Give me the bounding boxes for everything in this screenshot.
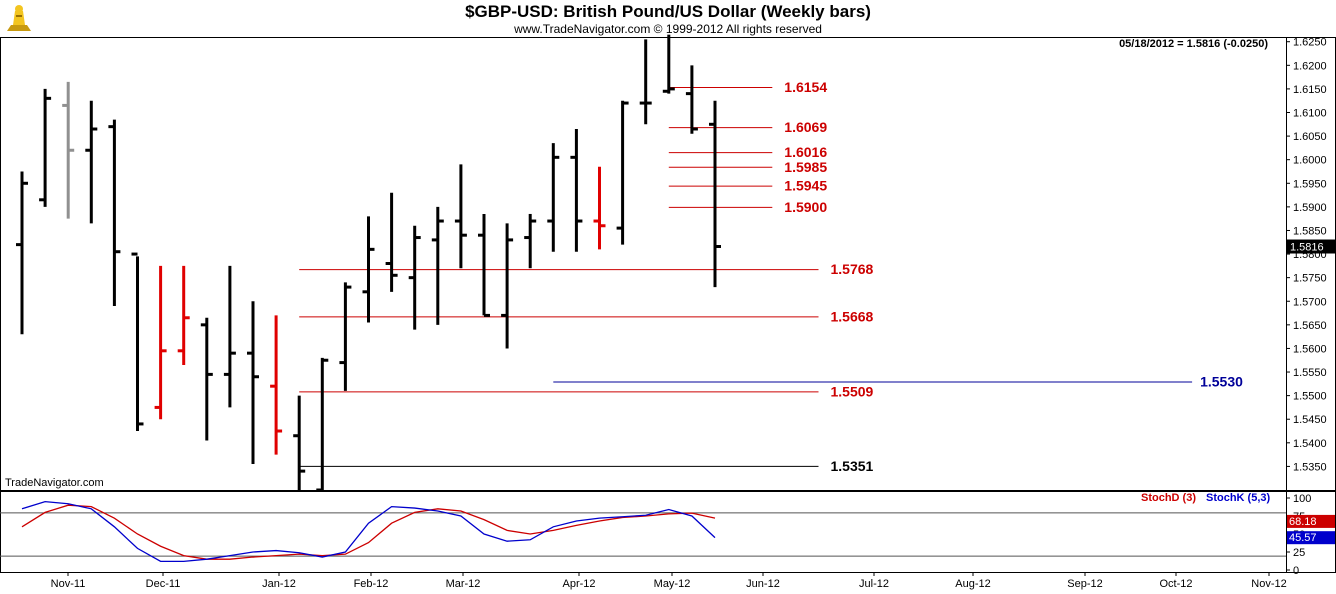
stoch-tick-label: 25 bbox=[1293, 547, 1305, 559]
x-month-label: Nov-11 bbox=[51, 578, 86, 590]
x-axis: Nov-11 Dec-11 Jan-12 Feb-12 Mar-12 Apr-12 May-… bbox=[51, 572, 1287, 590]
price-tick-label: 1.5850 bbox=[1293, 225, 1327, 237]
price-tick-label: 1.5450 bbox=[1293, 414, 1327, 426]
stochd-last-value: 68.18 bbox=[1289, 516, 1317, 528]
price-tick-label: 1.6150 bbox=[1293, 84, 1327, 96]
level-label: 1.5668 bbox=[831, 308, 874, 324]
price-tick-label: 1.5750 bbox=[1293, 273, 1327, 285]
price-tick-label: 1.5550 bbox=[1293, 367, 1327, 379]
x-month-label: Aug-12 bbox=[955, 578, 990, 590]
x-month-label: Apr-12 bbox=[562, 578, 595, 590]
x-month-label: May-12 bbox=[654, 578, 691, 590]
price-tick-label: 1.6000 bbox=[1293, 155, 1327, 167]
chart-header: $GBP-USD: British Pound/US Dollar (Weekl… bbox=[0, 0, 1336, 38]
x-month-label: Oct-12 bbox=[1159, 578, 1192, 590]
stoch-d-line bbox=[21, 504, 716, 560]
x-month-label: Mar-12 bbox=[446, 578, 481, 590]
x-month-label: Jul-12 bbox=[859, 578, 889, 590]
x-month-label: Jan-12 bbox=[262, 578, 296, 590]
watermark-text: TradeNavigator.com bbox=[5, 477, 104, 489]
price-tick-label: 1.5350 bbox=[1293, 461, 1327, 473]
level-label: 1.5900 bbox=[784, 199, 827, 215]
level-label: 1.5509 bbox=[831, 383, 874, 399]
legend-stochd: StochD (3) bbox=[1141, 492, 1196, 504]
price-tick-label: 1.5500 bbox=[1293, 391, 1327, 403]
level-label: 1.5985 bbox=[784, 159, 827, 175]
price-tick-label: 1.6250 bbox=[1293, 37, 1327, 49]
price-tick-label: 1.5700 bbox=[1293, 296, 1327, 308]
last-price-tag bbox=[1287, 239, 1335, 254]
price-tick-label: 1.5600 bbox=[1293, 343, 1327, 355]
price-tick-label: 1.5650 bbox=[1293, 320, 1327, 332]
price-tick-label: 1.5900 bbox=[1293, 202, 1327, 214]
price-tick-label: 1.5950 bbox=[1293, 178, 1327, 190]
level-label: 1.5530 bbox=[1200, 373, 1243, 389]
legend-stochk: StochK (5,3) bbox=[1206, 492, 1271, 504]
x-month-label: Dec-11 bbox=[146, 578, 181, 590]
stoch-tick-label: 100 bbox=[1293, 493, 1311, 505]
copyright-text: www.TradeNavigator.com © 1999-2012 All r… bbox=[514, 22, 822, 36]
stochk-last-tag bbox=[1287, 531, 1335, 545]
price-panel-frame bbox=[0, 37, 1336, 491]
price-tick-label: 1.6050 bbox=[1293, 131, 1327, 143]
last-price-label: 1.5816 bbox=[1290, 242, 1324, 254]
price-tick-label: 1.6200 bbox=[1293, 60, 1327, 72]
price-panel: 1.6250 1.6200 1.6150 1.6100 1.6050 1.6000 1.59… bbox=[0, 34, 1336, 572]
x-month-label: Sep-12 bbox=[1067, 578, 1102, 590]
level-label: 1.6016 bbox=[784, 144, 827, 160]
price-tick-label: 1.5400 bbox=[1293, 438, 1327, 450]
price-tick-label: 1.6100 bbox=[1293, 108, 1327, 120]
stochastic-panel: 1007550250StochD (3)StochK (5,3)68.1845.… bbox=[0, 491, 1336, 577]
stochd-last-tag bbox=[1287, 514, 1335, 528]
level-label: 1.5768 bbox=[831, 261, 874, 277]
level-label: 1.5945 bbox=[784, 178, 827, 194]
stochk-last-value: 45.57 bbox=[1289, 532, 1317, 544]
level-label: 1.5351 bbox=[831, 458, 874, 474]
x-month-label: Jun-12 bbox=[746, 578, 780, 590]
trade-navigator-logo-icon bbox=[3, 3, 35, 35]
x-month-label: Feb-12 bbox=[354, 578, 389, 590]
level-label: 1.6154 bbox=[784, 79, 827, 95]
chart-title: $GBP-USD: British Pound/US Dollar (Weekl… bbox=[465, 2, 871, 21]
level-label: 1.6069 bbox=[784, 119, 827, 135]
info-line: 05/18/2012 = 1.5816 (-0.0250) bbox=[1119, 38, 1268, 50]
stoch-tick-label: 0 bbox=[1293, 565, 1299, 577]
x-month-label: Nov-12 bbox=[1251, 578, 1286, 590]
stoch-k-line bbox=[21, 500, 716, 563]
